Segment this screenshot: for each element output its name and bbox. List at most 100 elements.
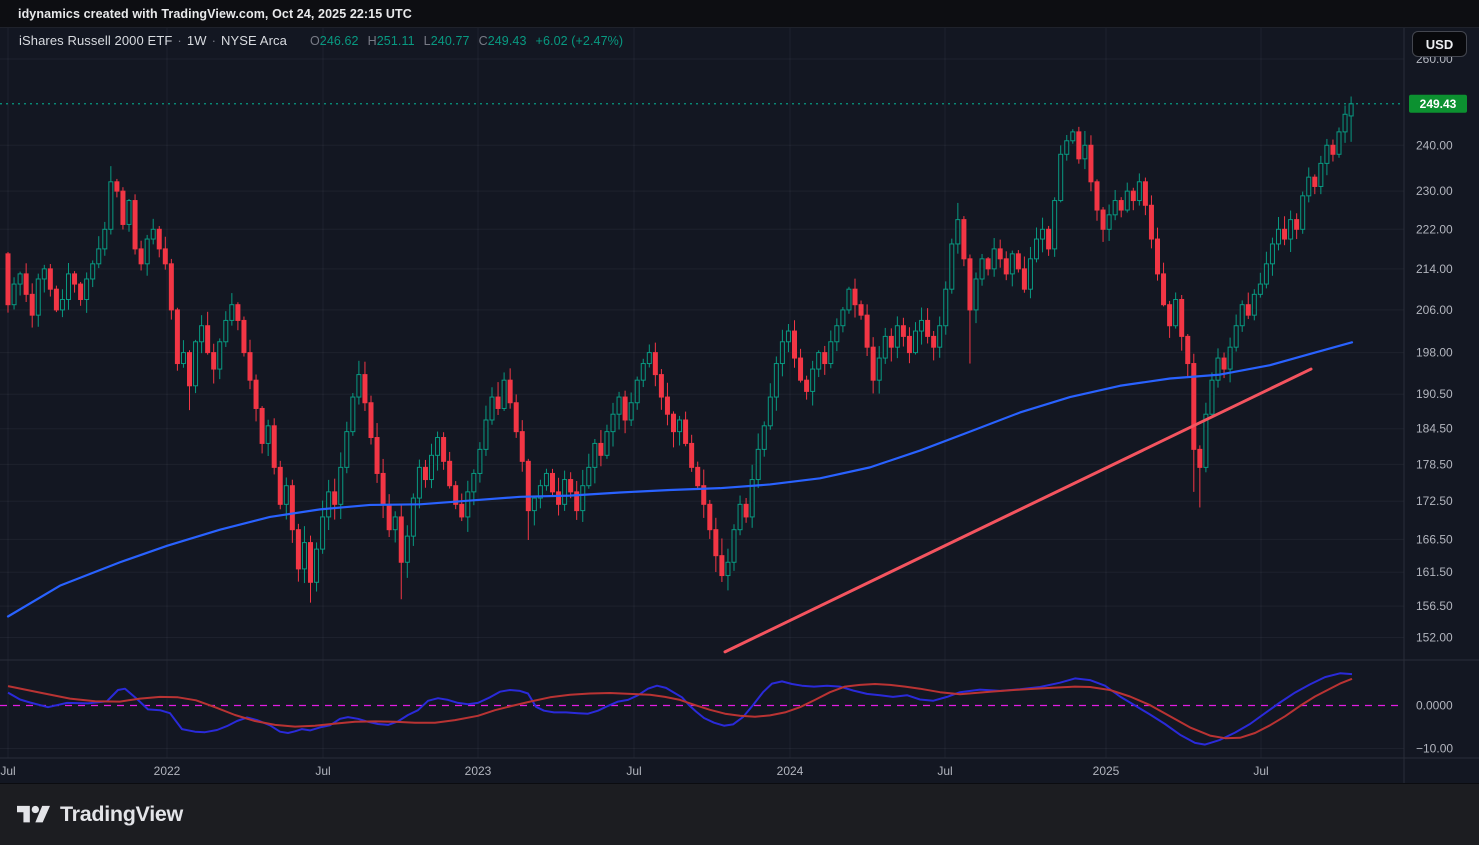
- candle-up: [108, 181, 114, 230]
- candle-down: [78, 283, 84, 301]
- attribution-bar: idynamics created with TradingView.com, …: [0, 0, 1479, 28]
- candle-down: [308, 542, 313, 583]
- candle-down: [1161, 273, 1167, 306]
- candle-up: [785, 330, 791, 343]
- candle-up: [1324, 144, 1330, 164]
- candle-up: [102, 228, 108, 250]
- candle-down: [241, 319, 247, 354]
- candle-up: [338, 466, 344, 505]
- candle-up: [314, 548, 320, 583]
- candle-up: [640, 363, 646, 381]
- price-tick-label: 190.50: [1416, 387, 1453, 401]
- ma-line[interactable]: [6, 341, 1354, 618]
- time-axis-labels[interactable]: Jul 2022 Jul 2023 Jul 2024 Jul 2025 Jul: [0, 764, 1268, 778]
- candle-down: [870, 346, 876, 381]
- candle-down: [29, 293, 35, 316]
- candle-up: [59, 299, 65, 311]
- price-tick-label: 184.50: [1416, 422, 1453, 436]
- candle-up: [84, 278, 90, 301]
- price-tick-label: 156.50: [1416, 599, 1453, 613]
- tradingview-logo[interactable]: TradingView: [17, 802, 183, 828]
- legend-separator: ·: [177, 33, 182, 48]
- candle-up: [913, 330, 918, 354]
- candle-up: [1318, 162, 1324, 187]
- candle-up: [1251, 293, 1257, 316]
- candle-up: [1112, 200, 1118, 216]
- candle-down: [1148, 204, 1154, 240]
- candle-down: [858, 304, 864, 316]
- candle-down: [1282, 228, 1288, 240]
- candle-down: [689, 442, 695, 468]
- candle-down: [1015, 253, 1021, 270]
- svg-text:249.43: 249.43: [1420, 97, 1457, 111]
- candle-down: [568, 479, 574, 493]
- candle-up: [1136, 181, 1142, 202]
- oscillator-blue-line[interactable]: [7, 672, 1353, 746]
- candle-up: [543, 472, 549, 487]
- candle-down: [1021, 268, 1027, 290]
- candle-up: [1040, 228, 1046, 240]
- candle-up: [344, 431, 350, 468]
- candle-down: [253, 379, 259, 409]
- candle-down: [162, 248, 168, 265]
- oscillator-red-line[interactable]: [7, 677, 1353, 740]
- candle-down: [925, 319, 931, 337]
- candle-up: [537, 485, 543, 499]
- candle-down: [453, 485, 459, 505]
- candle-up: [1300, 195, 1306, 230]
- candle-up: [1027, 258, 1033, 290]
- symbol-legend[interactable]: iShares Russell 2000 ETF · 1W · NYSE Arca O24…: [19, 33, 623, 48]
- candle-down: [1197, 448, 1203, 468]
- candle-down: [792, 330, 797, 359]
- candle-down: [1312, 176, 1318, 187]
- candles-layer[interactable]: [5, 96, 1354, 603]
- candle-up: [144, 238, 150, 265]
- price-axis-labels[interactable]: 260.00240.00230.00222.00214.00206.00198.…: [1416, 52, 1453, 756]
- candle-down: [386, 503, 392, 531]
- candle-up: [737, 503, 743, 531]
- price-tick-label: 240.00: [1416, 138, 1453, 152]
- candle-up: [1124, 190, 1130, 211]
- candle-up: [725, 561, 731, 577]
- candle-down: [120, 190, 126, 225]
- candle-up: [350, 396, 356, 433]
- candle-down: [1130, 190, 1136, 202]
- candle-up: [126, 200, 132, 225]
- tradingview-brand-text: TradingView: [60, 802, 183, 826]
- candle-up: [1052, 200, 1058, 250]
- candle-down: [156, 228, 162, 250]
- candle-down: [398, 516, 404, 563]
- candle-down: [1179, 299, 1185, 337]
- candle-down: [132, 200, 138, 250]
- candle-down: [864, 314, 870, 348]
- candle-down: [513, 402, 519, 433]
- candle-down: [1142, 181, 1148, 206]
- candle-up: [876, 357, 882, 381]
- candle-down: [1185, 335, 1191, 365]
- candle-down: [961, 219, 967, 260]
- exchange-label: NYSE Arca: [221, 33, 287, 48]
- candle-up: [1257, 283, 1263, 295]
- candle-up: [586, 466, 592, 487]
- price-tick-label: 178.50: [1416, 457, 1453, 471]
- candle-up: [193, 341, 199, 387]
- candle-up: [973, 278, 979, 311]
- candle-up: [283, 485, 289, 505]
- candle-up: [1009, 253, 1015, 275]
- candle-down: [5, 253, 11, 306]
- candle-up: [429, 454, 434, 481]
- candle-down: [1118, 200, 1124, 211]
- candle-down: [888, 335, 894, 348]
- candle-down: [1155, 238, 1160, 275]
- currency-toggle-button[interactable]: USD: [1412, 31, 1467, 57]
- price-tick-label: 172.50: [1416, 494, 1453, 508]
- candle-down: [550, 472, 555, 493]
- candle-down: [743, 503, 749, 518]
- candle-up: [1070, 131, 1076, 142]
- candle-down: [507, 379, 513, 404]
- candle-down: [289, 485, 295, 531]
- candle-up: [1263, 263, 1269, 285]
- trend-line[interactable]: [723, 367, 1313, 654]
- candle-up: [1269, 243, 1275, 265]
